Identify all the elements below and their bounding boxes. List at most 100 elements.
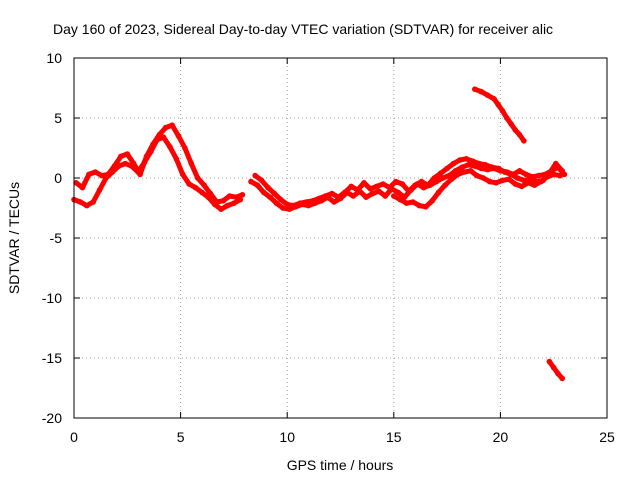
data-point	[350, 193, 357, 199]
data-point	[472, 86, 478, 92]
data-point	[278, 196, 284, 203]
y-tick-label: -5	[50, 230, 63, 246]
data-point	[499, 177, 506, 184]
sdtvar-trace-e	[391, 168, 563, 210]
data-point	[122, 160, 128, 167]
x-axis-label: GPS time / hours	[287, 457, 394, 473]
data-point	[84, 202, 90, 209]
data-point	[258, 177, 265, 184]
data-point	[73, 180, 79, 186]
data-point	[329, 190, 335, 197]
data-point	[231, 200, 237, 206]
data-point	[536, 172, 542, 179]
data-point	[495, 165, 502, 172]
data-point	[550, 171, 557, 178]
data-point	[550, 364, 557, 371]
data-series-layer	[71, 86, 568, 382]
sdtvar-trace-d	[252, 156, 565, 209]
data-point	[331, 199, 337, 205]
data-point	[92, 169, 99, 175]
x-tick-label: 15	[386, 429, 402, 445]
series-line	[546, 359, 565, 381]
data-point	[442, 182, 448, 188]
data-point	[418, 178, 425, 185]
data-point	[192, 184, 199, 191]
data-point	[290, 202, 297, 209]
data-point	[239, 192, 246, 198]
data-point	[397, 196, 404, 203]
data-point	[162, 124, 169, 131]
data-point	[79, 184, 86, 191]
data-point	[188, 160, 195, 167]
data-point	[175, 133, 182, 139]
x-tick-label: 0	[70, 429, 78, 445]
data-point	[544, 174, 551, 180]
data-point	[393, 178, 399, 185]
data-point	[455, 171, 461, 178]
data-point	[280, 205, 286, 211]
data-point	[220, 198, 226, 204]
data-point	[186, 181, 192, 187]
data-point	[373, 183, 380, 190]
data-point	[267, 194, 273, 200]
data-point	[167, 144, 173, 150]
data-point	[118, 153, 124, 160]
data-point	[303, 199, 310, 205]
plot-frame	[73, 57, 608, 419]
data-point	[214, 199, 220, 205]
data-point	[553, 160, 559, 167]
data-point	[405, 188, 412, 194]
data-point	[395, 189, 401, 196]
data-point	[233, 194, 239, 200]
data-point	[518, 183, 525, 190]
data-point	[105, 171, 111, 178]
x-tick-label: 25	[599, 429, 615, 445]
series-line	[472, 86, 527, 144]
x-tick-label: 20	[493, 429, 509, 445]
data-point	[469, 158, 476, 164]
data-point	[495, 102, 502, 108]
y-tick-label: 0	[54, 170, 62, 186]
data-point	[248, 178, 254, 185]
data-point	[461, 169, 468, 175]
data-point	[521, 138, 527, 144]
data-point	[265, 184, 271, 191]
data-point	[335, 194, 342, 200]
data-point	[90, 199, 96, 205]
x-tick-label: 5	[177, 429, 185, 445]
data-point	[489, 164, 495, 170]
data-point	[297, 200, 303, 206]
data-point	[96, 187, 103, 193]
data-point	[478, 88, 485, 95]
data-point	[369, 190, 376, 197]
y-tick-label: 5	[54, 110, 62, 126]
data-point	[173, 156, 180, 162]
data-point	[376, 188, 382, 194]
data-point	[111, 163, 118, 169]
data-point	[416, 202, 423, 209]
data-point	[199, 189, 205, 196]
data-point	[523, 171, 529, 178]
data-point	[412, 182, 418, 188]
data-point	[316, 195, 323, 202]
data-point	[467, 168, 474, 174]
data-point	[254, 182, 261, 188]
data-point	[322, 193, 329, 199]
data-point	[169, 122, 175, 128]
data-point	[382, 193, 389, 199]
data-point	[179, 171, 186, 178]
data-point	[501, 169, 508, 175]
data-point	[363, 194, 369, 200]
data-point	[342, 189, 348, 196]
data-point	[450, 160, 457, 167]
data-point	[354, 187, 361, 193]
data-point	[508, 121, 514, 127]
data-point	[361, 180, 367, 186]
y-tick-label: 10	[46, 50, 62, 66]
data-point	[514, 175, 521, 181]
data-point	[437, 170, 444, 176]
data-point	[531, 182, 538, 188]
data-point	[182, 145, 188, 151]
data-point	[310, 198, 316, 204]
